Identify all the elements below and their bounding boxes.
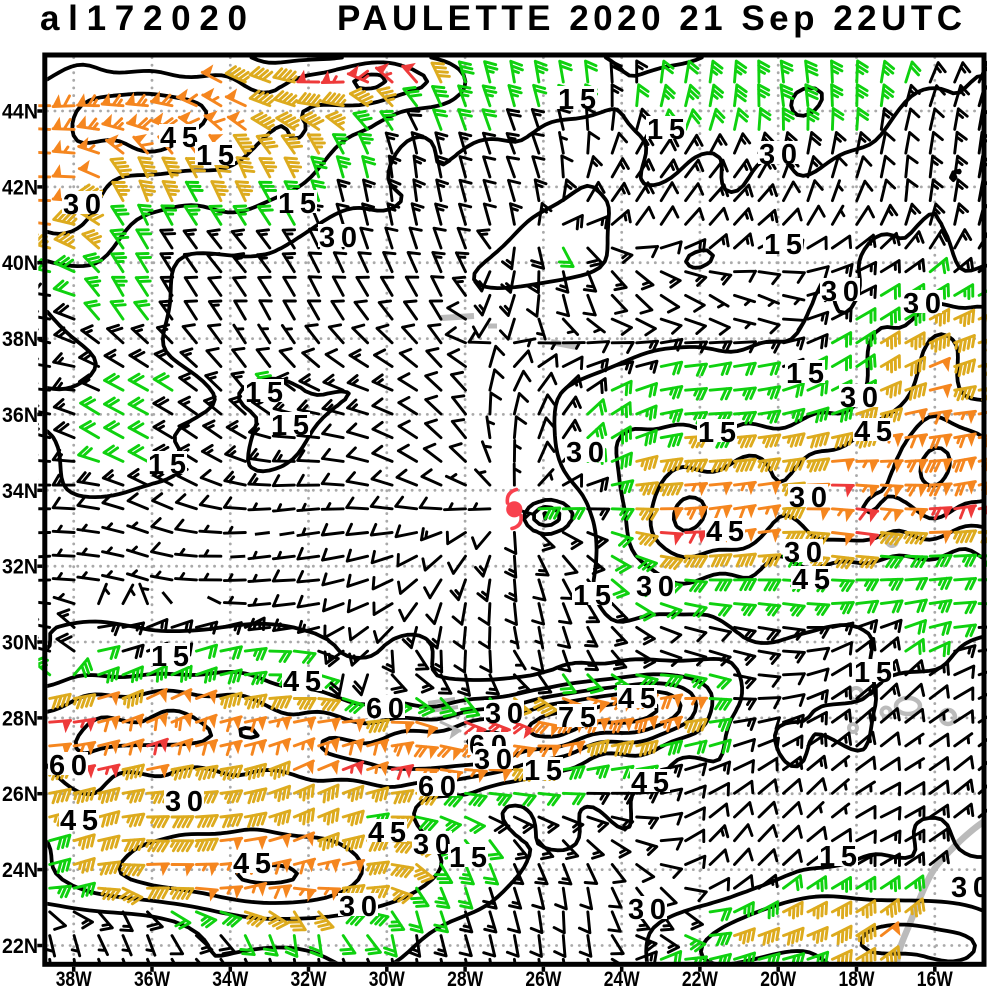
- svg-text:PAULETTE 2020 21 Sep 22UTC: PAULETTE 2020 21 Sep 22UTC: [337, 0, 962, 38]
- svg-text:24N: 24N: [2, 859, 38, 882]
- svg-text:28W: 28W: [447, 968, 483, 989]
- svg-text:44N: 44N: [2, 101, 38, 124]
- svg-text:34W: 34W: [212, 968, 248, 989]
- svg-text:36N: 36N: [2, 404, 38, 427]
- svg-text:16W: 16W: [917, 968, 953, 989]
- svg-text:34N: 34N: [2, 480, 38, 503]
- svg-text:al172020: al172020: [40, 0, 247, 38]
- svg-text:36W: 36W: [134, 968, 170, 989]
- svg-text:32N: 32N: [2, 556, 38, 579]
- svg-text:26W: 26W: [525, 968, 561, 989]
- svg-text:20W: 20W: [760, 968, 796, 989]
- svg-text:22W: 22W: [682, 968, 718, 989]
- svg-text:18W: 18W: [839, 968, 875, 989]
- svg-text:30W: 30W: [369, 968, 405, 989]
- svg-text:40N: 40N: [2, 252, 38, 275]
- svg-text:22N: 22N: [2, 935, 38, 958]
- svg-text:28N: 28N: [2, 707, 38, 730]
- svg-text:30N: 30N: [2, 632, 38, 655]
- svg-text:26N: 26N: [2, 783, 38, 806]
- svg-text:30: 30: [951, 872, 987, 904]
- svg-text:42N: 42N: [2, 176, 38, 199]
- svg-text:24W: 24W: [604, 968, 640, 989]
- svg-text:32W: 32W: [291, 968, 327, 989]
- svg-text:38N: 38N: [2, 328, 38, 351]
- svg-text:38W: 38W: [56, 968, 92, 989]
